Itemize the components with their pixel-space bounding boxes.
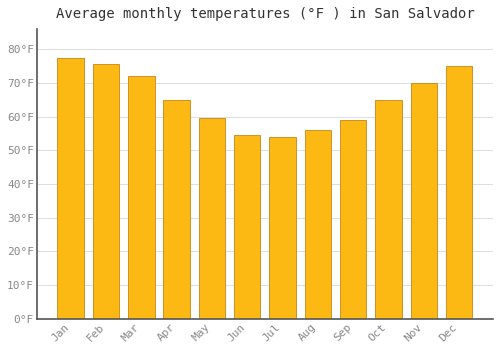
Bar (164, 100, 190, 319)
Bar (58, 58, 84, 319)
Title: Average monthly temperatures (°F ) in San Salvador: Average monthly temperatures (°F ) in Sa… (56, 7, 474, 21)
Bar (93, 64, 120, 319)
Bar (234, 135, 260, 319)
Bar (270, 137, 296, 319)
Bar (410, 83, 437, 319)
Bar (198, 118, 225, 319)
Bar (340, 120, 366, 319)
Bar (375, 100, 402, 319)
Bar (304, 130, 331, 319)
Bar (128, 76, 154, 319)
Bar (446, 66, 472, 319)
